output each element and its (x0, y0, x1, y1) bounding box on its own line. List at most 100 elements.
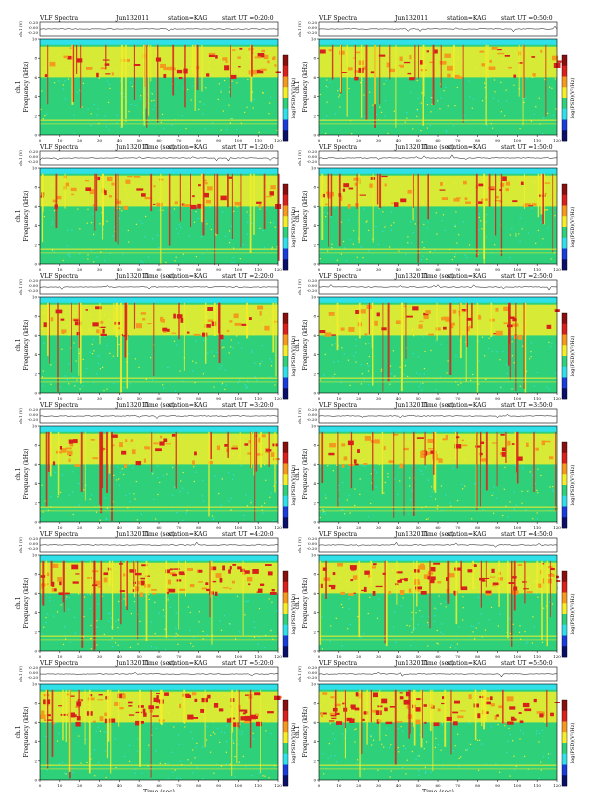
spectrum-speckle (93, 350, 95, 352)
spectrum-speckle (213, 517, 215, 519)
waveform-tick-label: 0.00 (29, 541, 38, 546)
spectrum-speckle (221, 347, 223, 349)
spectrum-speckle (547, 753, 549, 755)
spectrum-speckle (274, 765, 276, 767)
sferic-streak (368, 302, 370, 335)
spectrum-speckle (50, 383, 52, 385)
spectrum-speckle (261, 505, 263, 507)
sferic-streak (55, 173, 58, 229)
emission-patch (320, 712, 323, 718)
spectrum-speckle (142, 261, 144, 263)
spectrum-speckle (450, 505, 452, 507)
spectrum-speckle (525, 370, 528, 372)
spectrum-speckle (173, 208, 176, 210)
spectrum-speckle (436, 233, 438, 235)
spectrum-speckle (271, 246, 273, 248)
spectrum-speckle (485, 221, 487, 223)
spectrum-speckle (354, 488, 356, 490)
emission-patch (192, 195, 195, 198)
spectrogram-panel-5: VLF Spectra Jun132011 station=KAG start UT … (15, 273, 297, 409)
panel-date: Jun132011 (115, 402, 149, 409)
colorbar-segment (562, 108, 567, 120)
spectrum-speckle (544, 209, 546, 211)
sferic-streak (84, 431, 86, 501)
spectrum-speckle (101, 595, 103, 597)
spectrum-speckle (411, 242, 413, 244)
emission-patch (189, 584, 195, 588)
spectrum-speckle (464, 254, 466, 256)
emission-patch (497, 52, 505, 55)
spectrum-speckle (540, 769, 542, 771)
panel-date: Jun132011 (394, 144, 428, 151)
emission-patch (523, 588, 529, 590)
spectrum-speckle (427, 624, 430, 626)
x-tick-label: 0 (39, 783, 42, 788)
emission-patch (549, 456, 554, 460)
spectrum-speckle (332, 732, 334, 735)
sferic-streak (405, 302, 407, 359)
spectrum-speckle (424, 350, 426, 353)
emission-patch (442, 438, 448, 441)
emission-patch (96, 329, 101, 334)
waveform-trace (39, 285, 278, 290)
spectrum-speckle (93, 261, 95, 263)
x-tick-label: 0 (318, 396, 321, 401)
spectrum-speckle (54, 471, 56, 474)
spectrogram-panel-12: VLF Spectra Jun132011 station=KAG start UT … (294, 660, 576, 792)
spectrum-speckle (485, 763, 487, 765)
spectrum-speckle (102, 228, 105, 230)
spectrum-speckle (89, 607, 91, 609)
emission-patch (159, 441, 165, 446)
x-tick-label: 30 (97, 525, 103, 530)
x-tick-label: 110 (533, 396, 541, 401)
spectrum-speckle (536, 371, 539, 374)
emission-patch (238, 66, 241, 68)
sferic-streak (440, 44, 442, 88)
spectrum-speckle (321, 616, 323, 618)
y-axis-label: Frequency (kHz) (23, 577, 30, 628)
spectrum-speckle (502, 350, 504, 353)
x-tick-label: 10 (57, 267, 63, 272)
x-tick-label: 20 (77, 654, 83, 659)
spectrum-speckle (534, 482, 537, 485)
emission-patch (543, 182, 551, 184)
spectrum-speckle (128, 493, 131, 495)
spectrum-speckle (96, 373, 98, 375)
sferic-streak (409, 689, 411, 734)
sferic-streak (239, 431, 241, 460)
spectrum-speckle (540, 474, 542, 477)
spectrum-speckle (112, 355, 114, 357)
colorbar-segment (562, 463, 567, 475)
emission-patch (133, 64, 141, 66)
spectrum-speckle (271, 601, 273, 603)
spectrum-speckle (231, 80, 233, 82)
emission-patch (383, 446, 386, 451)
spectrum-speckle (206, 726, 208, 728)
x-tick-label: 30 (97, 654, 103, 659)
emission-patch (399, 59, 402, 61)
emission-patch (69, 47, 73, 50)
spectrum-speckle (445, 86, 447, 88)
spectrum-speckle (78, 482, 80, 485)
x-tick-label: 70 (455, 654, 461, 659)
sferic-streak (389, 44, 391, 80)
sferic-streak (502, 689, 504, 724)
spectrum-speckle (76, 91, 79, 93)
panel-title: VLF Spectra (318, 15, 358, 22)
sferic-streak (254, 431, 256, 521)
x-tick-label: 120 (274, 783, 282, 788)
spectrum-speckle (410, 499, 412, 501)
spectrum-speckle (203, 500, 205, 502)
spectrum-speckle (121, 210, 123, 212)
spectrum-speckle (551, 87, 553, 89)
emission-patch (390, 202, 396, 204)
spectrum-speckle (382, 211, 384, 213)
emission-patch (242, 712, 246, 715)
spectrum-speckle (411, 750, 413, 753)
sferic-streak (113, 302, 115, 333)
spectrum-speckle (393, 110, 395, 112)
emission-patch (409, 77, 415, 81)
y-tick-label: 2 (313, 242, 316, 247)
spectrum-speckle (385, 80, 387, 82)
y-tick-label: 6 (34, 720, 37, 725)
